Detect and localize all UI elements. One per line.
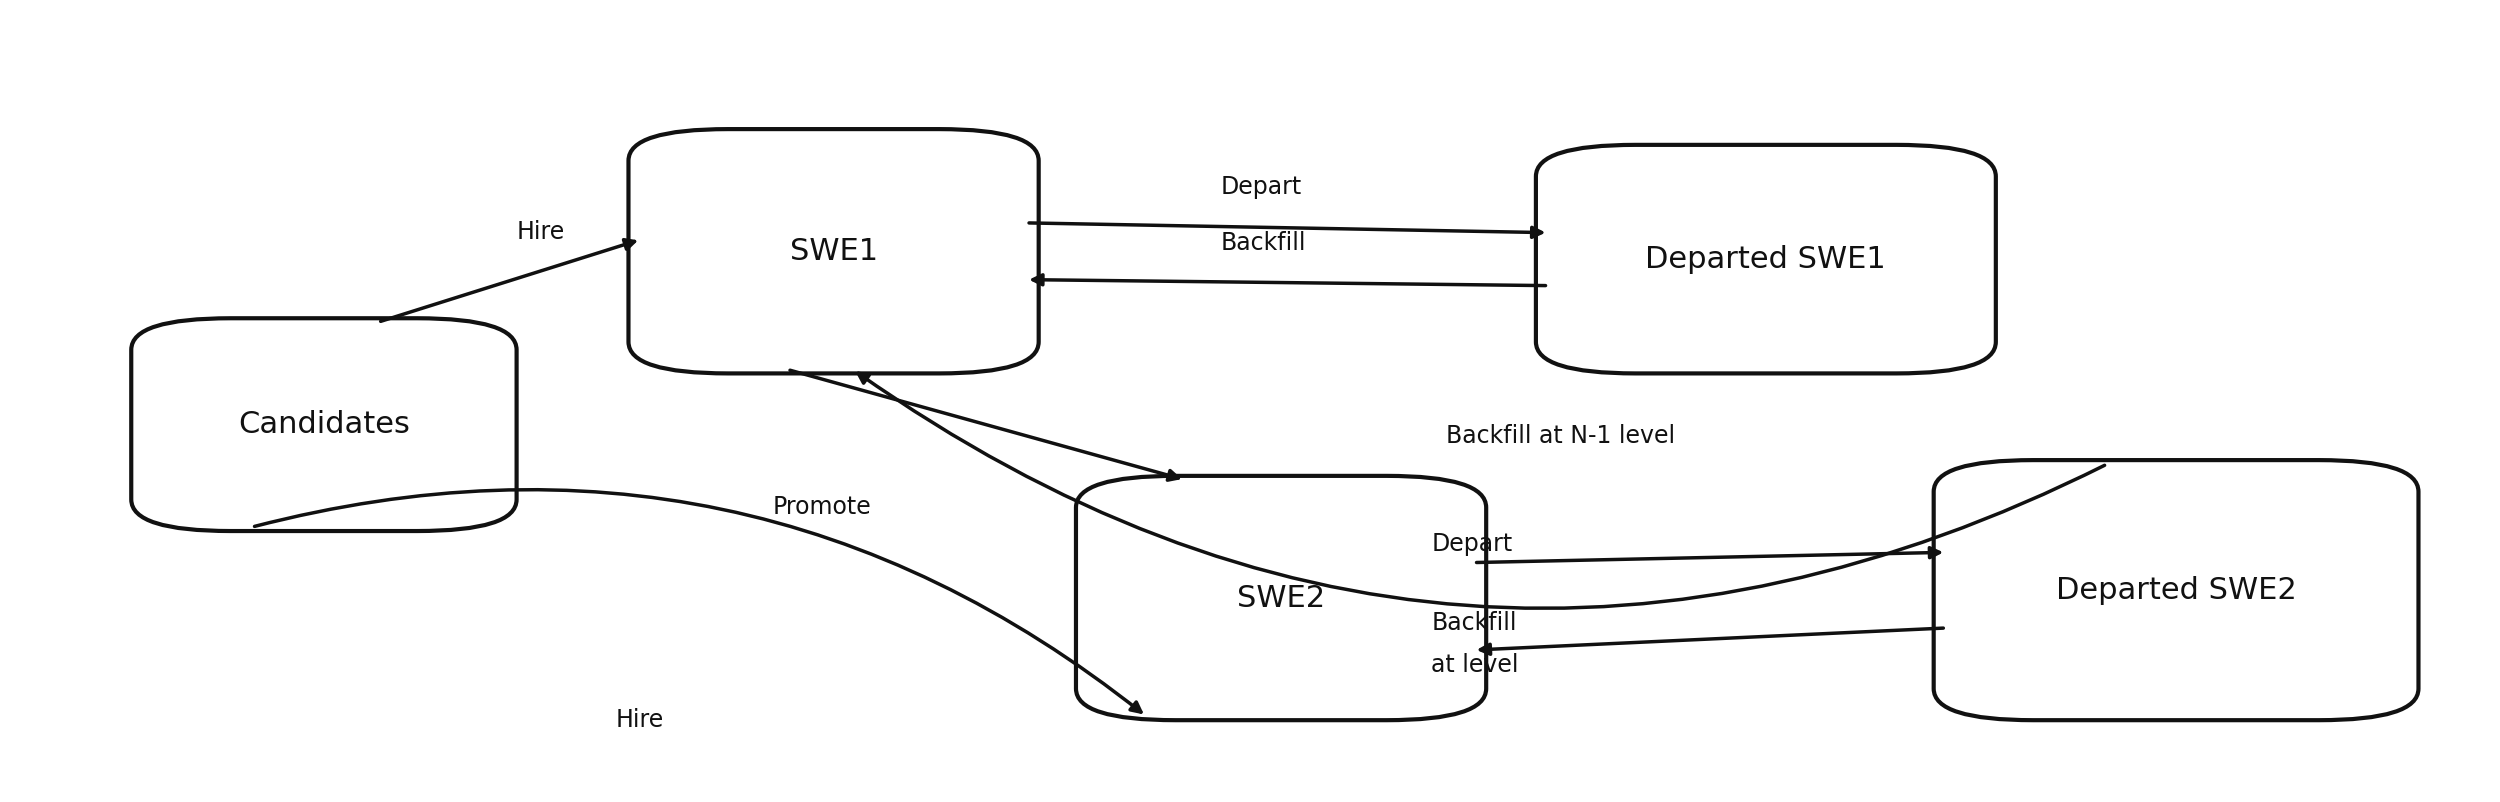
FancyBboxPatch shape (628, 129, 1038, 374)
Text: at level: at level (1432, 653, 1520, 677)
Text: Hire: Hire (615, 708, 665, 732)
Text: Promote: Promote (772, 496, 872, 520)
Text: Candidates: Candidates (238, 410, 410, 439)
Text: SWE1: SWE1 (790, 237, 878, 265)
FancyBboxPatch shape (1932, 460, 2418, 720)
Text: Departed SWE1: Departed SWE1 (1645, 245, 1885, 273)
Text: Backfill: Backfill (1432, 611, 1517, 635)
Text: SWE2: SWE2 (1238, 584, 1325, 613)
Text: Hire: Hire (518, 220, 565, 244)
Text: Depart: Depart (1432, 533, 1512, 557)
FancyBboxPatch shape (132, 318, 518, 531)
Text: Backfill: Backfill (1220, 232, 1305, 255)
Text: Backfill at N-1 level: Backfill at N-1 level (1445, 424, 1675, 448)
Text: Departed SWE2: Departed SWE2 (2055, 576, 2298, 605)
FancyBboxPatch shape (1075, 476, 1485, 720)
FancyBboxPatch shape (1535, 145, 1995, 374)
Text: Depart: Depart (1220, 175, 1302, 199)
